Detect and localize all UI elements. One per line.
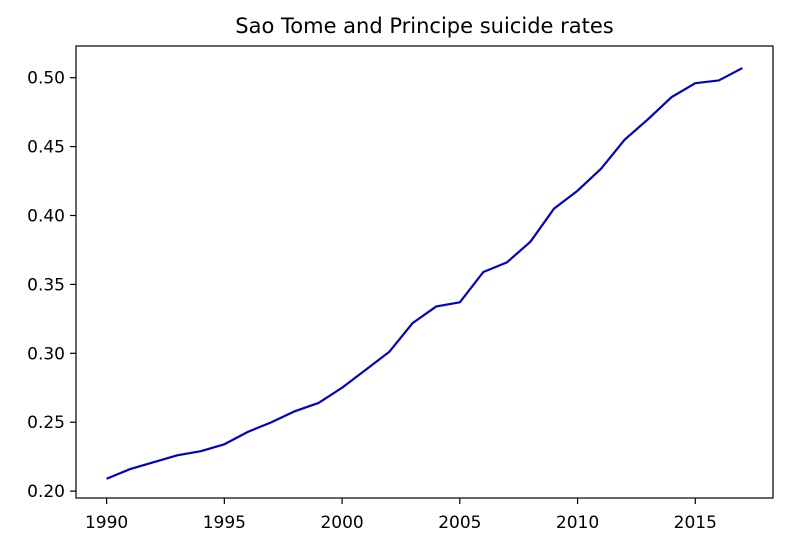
y-tick-label: 0.20 <box>27 482 65 502</box>
plot-area: 1990 1995 2000 2005 2010 2015 0.20 0.25 0.30 0.35… <box>27 45 774 533</box>
x-tick-label: 2015 <box>674 513 717 533</box>
y-tick-label: 0.35 <box>27 275 65 295</box>
y-tick-label: 0.40 <box>27 207 65 227</box>
series-line <box>106 67 743 480</box>
chart-title: Sao Tome and Principe suicide rates <box>235 14 613 38</box>
y-tick-label: 0.25 <box>27 413 65 433</box>
plot-frame <box>75 45 774 499</box>
y-tick-label: 0.50 <box>27 69 65 89</box>
y-tick-label: 0.30 <box>27 344 65 364</box>
x-tick-label: 2000 <box>320 513 363 533</box>
x-tick-label: 2010 <box>556 513 599 533</box>
x-tick-label: 1990 <box>85 513 128 533</box>
x-tick-label: 2005 <box>438 513 481 533</box>
y-tick-label: 0.45 <box>27 138 65 158</box>
x-tick-label: 1995 <box>203 513 246 533</box>
